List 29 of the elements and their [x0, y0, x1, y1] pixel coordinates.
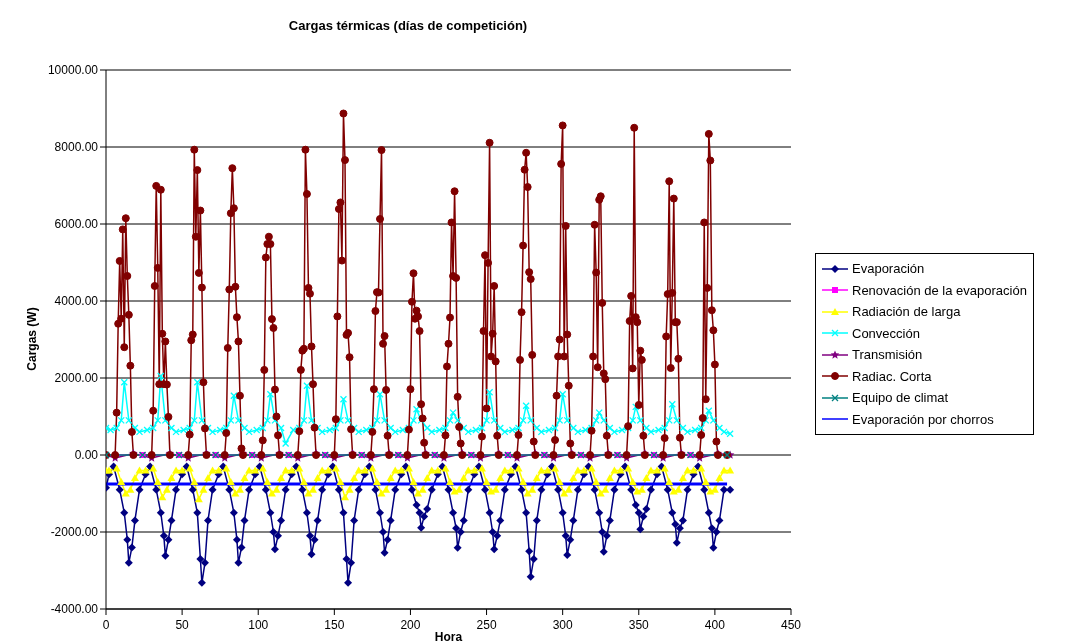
legend-label: Convección [852, 325, 920, 341]
legend-label: Renovación de la evaporación [852, 282, 1027, 298]
x-tick-label: 50 [175, 618, 190, 632]
y-tick-label: 2000.00 [54, 371, 99, 386]
legend-label: Transmisión [852, 347, 923, 363]
y-tick-label: -2000.00 [50, 525, 99, 540]
x-tick-label: 350 [628, 618, 650, 632]
legend-label: Evaporación por chorros [852, 411, 994, 427]
y-tick-label: 10000.00 [47, 63, 99, 78]
x-tick-label: 200 [400, 618, 421, 632]
legend-label: Equipo de climat [852, 390, 949, 406]
x-tick-label: 400 [704, 618, 726, 632]
chart-title: Cargas térmicas (días de competición) [287, 18, 529, 33]
x-tick-label: 300 [552, 618, 573, 632]
y-tick-label: 4000.00 [54, 294, 99, 309]
x-tick-label: 0 [102, 618, 110, 632]
x-tick-label: 150 [324, 618, 345, 632]
x-tick-label: 100 [248, 618, 269, 632]
y-tick-label: 8000.00 [54, 140, 99, 155]
legend-label: Radiac. Corta [852, 368, 932, 384]
legend-label: Evaporación [852, 261, 925, 277]
x-tick-label: 450 [780, 618, 802, 632]
legend-label: Radiación de larga [852, 304, 961, 320]
y-tick-label: -4000.00 [50, 602, 99, 617]
y-tick-label: 0.00 [74, 448, 99, 463]
x-tick-label: 250 [476, 618, 497, 632]
x-axis-title: Hora [434, 630, 463, 644]
y-tick-label: 6000.00 [54, 217, 99, 232]
y-axis-title: Cargas (W) [25, 307, 39, 371]
